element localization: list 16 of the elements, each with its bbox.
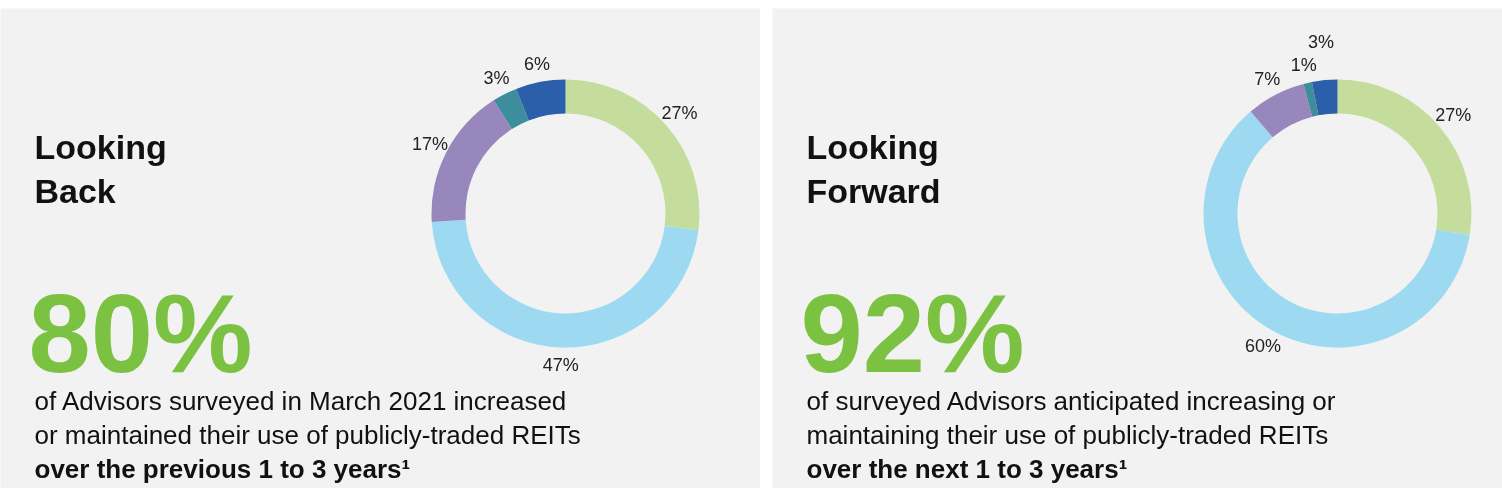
data-label: 60% — [1244, 335, 1281, 356]
text: Looking Forward — [806, 127, 941, 210]
data-label: 3% — [483, 68, 510, 89]
text: over the previous 1 to 3 years¹ — [34, 453, 411, 484]
data-label: 17% — [412, 134, 449, 155]
data-label: 27% — [1435, 104, 1472, 125]
data-label: 6% — [524, 54, 551, 75]
text: Looking Back — [34, 127, 167, 210]
data-label: 47% — [542, 355, 579, 376]
data-label: 27% — [661, 102, 698, 123]
data-label: 1% — [1290, 55, 1317, 76]
data-label: 7% — [1254, 68, 1281, 89]
text: over the next 1 to 3 years¹ — [806, 453, 1128, 484]
text: maintaining their use of publicly-traded REITs — [806, 419, 1329, 450]
text: or maintained their use of publicly-traded REITs — [34, 419, 581, 450]
data-label: 3% — [1307, 32, 1334, 53]
